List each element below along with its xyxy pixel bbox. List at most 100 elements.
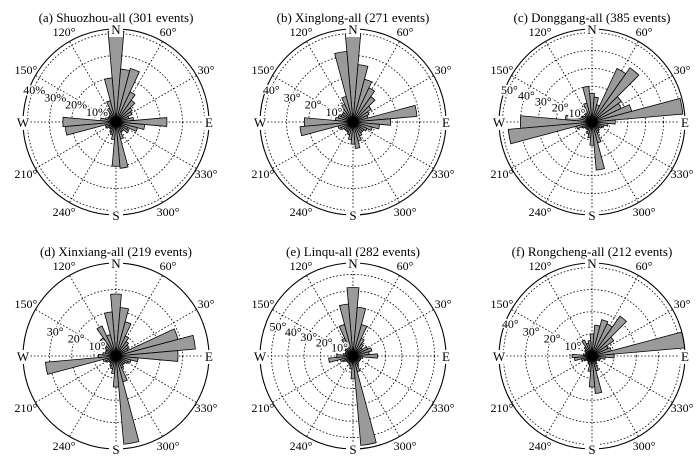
cardinal-label: W <box>17 349 30 364</box>
ring-label: 30° <box>284 90 301 104</box>
cardinal-label: S <box>349 208 356 223</box>
rose-wedge <box>581 339 593 357</box>
cardinal-label-bg <box>253 350 267 364</box>
grid-spoke <box>545 355 593 437</box>
rose-wedge <box>96 325 117 357</box>
angle-label: 240° <box>290 439 313 453</box>
angle-label: 30° <box>435 63 452 77</box>
rose-wedge <box>591 96 622 123</box>
ring-label: 40° <box>285 325 302 339</box>
angle-label: 330° <box>195 401 218 415</box>
panel-title: (c) Donggang-all (385 events) <box>513 10 670 25</box>
rose-wedge <box>112 355 120 388</box>
grid-ring <box>525 289 659 423</box>
rose-wedge <box>588 355 596 388</box>
cardinal-label: S <box>112 208 119 223</box>
rose-wedge <box>346 287 360 357</box>
angle-label: 30° <box>674 297 691 311</box>
rose-wedge <box>115 91 136 123</box>
angle-label: 30° <box>435 297 452 311</box>
cardinal-label-bg <box>109 443 123 457</box>
grid-spoke <box>591 355 673 403</box>
rose-wedge <box>303 117 354 127</box>
cardinal-label: E <box>205 115 213 130</box>
ring-label: 20° <box>316 335 333 349</box>
grid-spoke <box>35 309 117 357</box>
rose-wedge <box>115 117 168 127</box>
angle-label: 240° <box>290 205 313 219</box>
grid-spoke <box>306 121 354 203</box>
grid-ring <box>303 306 403 406</box>
rose-wedge <box>352 96 376 123</box>
rose-wedge <box>589 121 595 146</box>
rose-wedge <box>299 121 354 137</box>
rose-wedge <box>104 311 117 357</box>
rose-wedge <box>591 355 603 394</box>
angle-label: 210° <box>491 167 514 181</box>
rose-wedge <box>352 105 372 123</box>
panel-title: (f) Rongcheng-all (212 events) <box>512 244 673 259</box>
cardinal-label-bg <box>585 443 599 457</box>
cardinal-label-bg <box>109 257 123 271</box>
angle-label: 30° <box>674 63 691 77</box>
grid-spoke <box>272 75 354 123</box>
cardinal-label: S <box>112 442 119 457</box>
cardinal-label: W <box>17 115 30 130</box>
rose-wedge <box>115 350 179 362</box>
ring-label: 20° <box>68 332 85 346</box>
angle-label: 300° <box>157 439 180 453</box>
rose-panel-1: (a) Shuozhou-all (301 events) 10%20%30%40… <box>15 10 218 223</box>
panel-title: (d) Xinxiang-all (219 events) <box>40 244 192 259</box>
grid-spoke <box>69 121 117 203</box>
grid-spoke <box>591 121 673 169</box>
angle-label: 210° <box>15 167 38 181</box>
angle-label: 30° <box>198 63 215 77</box>
grid-ring <box>287 290 419 422</box>
angle-label: 150° <box>491 63 514 77</box>
panel-title: (e) Linqu-all (282 events) <box>286 244 420 259</box>
angle-label: 210° <box>15 401 38 415</box>
ring-label: 30° <box>523 324 540 338</box>
ring-label: 50° <box>501 83 518 97</box>
ring-label: 10% <box>86 105 108 119</box>
cardinal-label-bg <box>439 116 453 130</box>
rose-wedge <box>352 111 370 123</box>
rose-wedge <box>591 353 615 359</box>
panel-title: (a) Shuozhou-all (301 events) <box>39 10 194 25</box>
ring-label: 40% <box>23 83 45 97</box>
grid-spoke <box>115 309 197 357</box>
ring-label: 10° <box>331 341 348 355</box>
cardinal-label-bg <box>202 350 216 364</box>
rose-wedge <box>115 344 130 357</box>
rose-wedge <box>587 340 593 357</box>
ring-label: 30% <box>44 90 66 104</box>
rose-wedge <box>336 354 354 358</box>
rose-wedge <box>350 121 356 145</box>
cardinal-label-bg <box>678 350 692 364</box>
cardinal-label-bg <box>346 23 360 37</box>
cardinal-label: N <box>348 256 358 271</box>
rose-wedge <box>352 87 376 123</box>
ring-label: 30° <box>47 324 64 338</box>
angle-label: 120° <box>529 259 552 273</box>
angle-label: 240° <box>529 439 552 453</box>
ring-label: 40° <box>263 83 280 97</box>
angle-label: 300° <box>394 439 417 453</box>
rose-wedge <box>507 121 593 145</box>
rose-wedge <box>591 67 640 123</box>
cardinal-label-bg <box>492 116 506 130</box>
cardinal-label: N <box>111 256 121 271</box>
rose-wedge <box>352 104 418 123</box>
angle-label: 120° <box>53 259 76 273</box>
cardinal-label: N <box>587 256 597 271</box>
cardinal-label-bg <box>16 116 30 130</box>
rose-wedge <box>44 355 117 375</box>
cardinal-label: W <box>493 349 506 364</box>
grid-spoke <box>272 309 354 357</box>
rose-wedge <box>115 355 140 445</box>
grid-spoke <box>272 355 354 403</box>
angle-label: 300° <box>157 205 180 219</box>
cardinal-label: S <box>588 208 595 223</box>
grid-ring <box>547 311 637 401</box>
